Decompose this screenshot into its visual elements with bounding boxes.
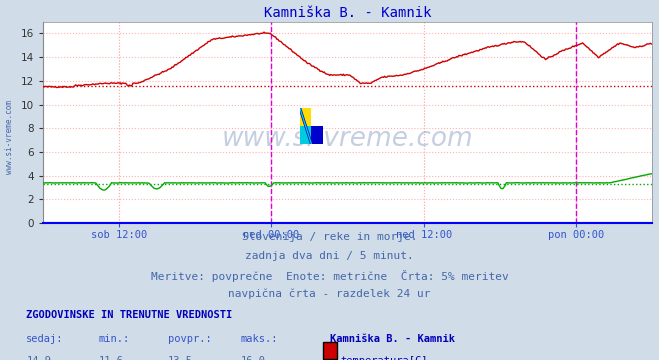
Text: 16,0: 16,0: [241, 356, 266, 360]
Bar: [300, 126, 312, 144]
Text: 11,6: 11,6: [99, 356, 124, 360]
Text: 13,5: 13,5: [168, 356, 193, 360]
Text: Meritve: povprečne  Enote: metrične  Črta: 5% meritev: Meritve: povprečne Enote: metrične Črta:…: [151, 270, 508, 282]
Text: povpr.:: povpr.:: [168, 334, 212, 344]
Text: min.:: min.:: [99, 334, 130, 344]
Bar: [300, 108, 312, 126]
Text: www.si-vreme.com: www.si-vreme.com: [221, 126, 474, 152]
Text: Slovenija / reke in morje.: Slovenija / reke in morje.: [242, 232, 417, 242]
Text: Kamniška B. - Kamnik: Kamniška B. - Kamnik: [330, 334, 455, 344]
Title: Kamniška B. - Kamnik: Kamniška B. - Kamnik: [264, 6, 432, 21]
Text: sedaj:: sedaj:: [26, 334, 64, 344]
Bar: [312, 126, 323, 144]
Text: ZGODOVINSKE IN TRENUTNE VREDNOSTI: ZGODOVINSKE IN TRENUTNE VREDNOSTI: [26, 310, 233, 320]
Text: 14,9: 14,9: [26, 356, 51, 360]
Text: www.si-vreme.com: www.si-vreme.com: [5, 100, 14, 174]
Text: temperatura[C]: temperatura[C]: [340, 356, 428, 360]
Text: navpična črta - razdelek 24 ur: navpična črta - razdelek 24 ur: [228, 288, 431, 299]
Text: maks.:: maks.:: [241, 334, 278, 344]
Text: zadnja dva dni / 5 minut.: zadnja dva dni / 5 minut.: [245, 251, 414, 261]
